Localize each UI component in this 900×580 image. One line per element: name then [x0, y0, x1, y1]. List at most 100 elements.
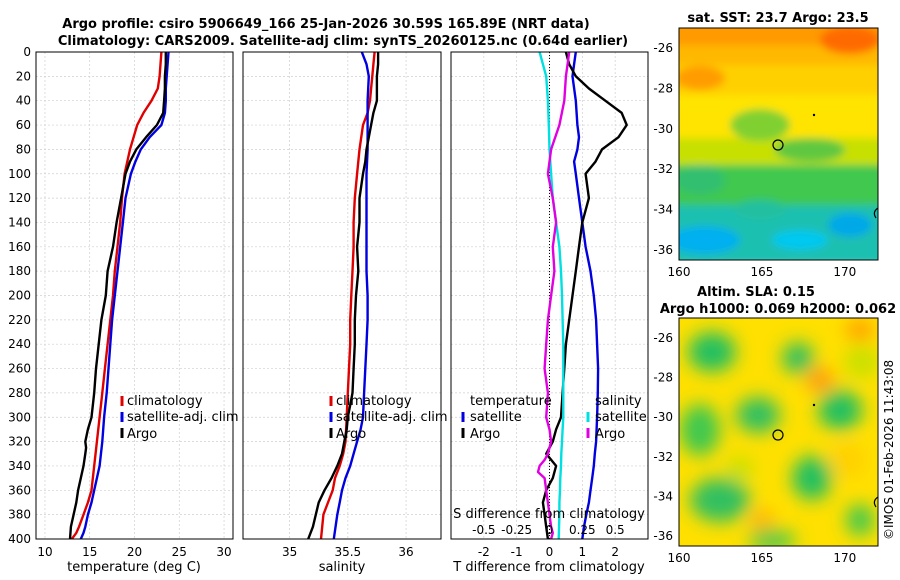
legend-label-climatology: climatology — [127, 394, 203, 409]
t-difference-tick-labels: -2 -1 0 1 2 — [478, 545, 619, 559]
depth-tick-label: 220 — [8, 313, 31, 327]
sla-map-title-line2: Argo h1000: 0.069 h2000: 0.062 — [660, 302, 896, 317]
depth-tick-label: 180 — [8, 264, 31, 278]
x-tick-label: 1 — [579, 545, 587, 559]
coastline-fragment — [873, 496, 879, 508]
latitude-tick-label: -30 — [653, 410, 673, 424]
argo-float-marker — [772, 429, 784, 441]
latitude-tick-label: -34 — [653, 489, 673, 503]
x-tick-label: 15 — [82, 545, 97, 559]
series-line-argo — [307, 52, 380, 539]
depth-tick-label: 80 — [16, 142, 31, 156]
sla-map-title-line1: Altim. SLA: 0.15 — [697, 285, 815, 300]
difference-legend-temperature: temperature satellite Argo — [461, 394, 552, 442]
sst-map-panel: sat. SST: 23.7 Argo: 23.5 — [653, 11, 879, 279]
latitude-tick-label: -26 — [653, 41, 673, 55]
difference-panel: -2 -1 0 1 2 T difference from climatology S … — [450, 51, 649, 575]
difference-lines — [536, 52, 628, 539]
temperature-panel: 0 20 40 60 80 100 120 140 160 180 200 220 240 260 280 3… — [8, 45, 239, 575]
x-tick-label: 0 — [546, 545, 554, 559]
difference-legend-salinity: salinity satellite Argo — [586, 394, 647, 442]
coast-dot — [812, 113, 816, 117]
temperature-axes-box — [35, 51, 234, 540]
longitude-tick-label: 160 — [668, 265, 691, 279]
s-difference-tick-labels: -0.5 -0.25 0 0.25 0.5 — [472, 523, 625, 537]
depth-tick-label: 400 — [8, 532, 31, 546]
series-line-satellite-adj-clim — [79, 52, 170, 539]
latitude-tick-label: -30 — [653, 122, 673, 136]
longitude-tick-label: 170 — [833, 265, 856, 279]
x-tick-label: 30 — [216, 545, 231, 559]
depth-tick-label: 200 — [8, 289, 31, 303]
sla-map-frame — [678, 317, 879, 547]
temperature-axis-label: temperature (deg C) — [67, 560, 201, 575]
s-diff-tick-label: -0.25 — [501, 523, 532, 537]
latitude-tick-label: -32 — [653, 162, 673, 176]
sst-map-title: sat. SST: 23.7 Argo: 23.5 — [687, 11, 868, 26]
t-difference-axis-label: T difference from climatology — [452, 560, 645, 575]
salinity-axes-box — [242, 51, 442, 540]
salinity-grid — [243, 51, 441, 540]
sst-field — [679, 28, 878, 260]
depth-tick-label: 360 — [8, 483, 31, 497]
salinity-lines — [307, 52, 380, 539]
depth-tick-label: 280 — [8, 386, 31, 400]
s-diff-tick-label: 0.5 — [606, 523, 625, 537]
s-diff-tick-label: 0.25 — [569, 523, 596, 537]
latitude-tick-label: -34 — [653, 203, 673, 217]
salinity-legend: climatology satellite-adj. clim Argo — [329, 394, 448, 442]
legend-label-argo: Argo — [127, 427, 157, 442]
legend-title-salinity: salinity — [595, 394, 642, 409]
legend-title-temperature: temperature — [470, 394, 552, 409]
imos-stamp: ©IMOS 01-Feb-2026 11:43:08 — [882, 360, 896, 540]
series-line-temperature-argo — [541, 52, 628, 539]
temperature-grid — [36, 51, 233, 540]
depth-tick-label: 380 — [8, 508, 31, 522]
latitude-tick-label: -36 — [653, 243, 673, 257]
latitude-tick-label: -28 — [653, 82, 673, 96]
longitude-tick-label: 165 — [750, 265, 773, 279]
coastline-fragment — [873, 207, 879, 219]
salinity-tick-labels: 35 35.5 36 — [282, 545, 414, 559]
series-line-temperature-satellite — [571, 52, 600, 539]
figure-title-line2: Climatology: CARS2009. Satellite-adj cli… — [58, 34, 628, 49]
legend-label-salinity-satellite: satellite — [595, 410, 647, 425]
x-tick-label: -1 — [511, 545, 523, 559]
series-line-salinity-argo — [536, 52, 571, 539]
series-line-climatology — [319, 52, 376, 539]
depth-tick-label: 0 — [23, 45, 31, 59]
depth-tick-label: 140 — [8, 215, 31, 229]
x-tick-label: 2 — [611, 545, 619, 559]
coast-dot — [812, 403, 816, 407]
x-tick-label: -2 — [478, 545, 490, 559]
depth-tick-label: 300 — [8, 410, 31, 424]
longitude-tick-label: 160 — [668, 551, 691, 565]
x-tick-label: 20 — [127, 545, 142, 559]
x-tick-label: 10 — [37, 545, 52, 559]
depth-tick-label: 320 — [8, 435, 31, 449]
temperature-legend: climatology satellite-adj. clim Argo — [120, 394, 239, 442]
latitude-tick-label: -26 — [653, 331, 673, 345]
legend-label-salinity-argo: Argo — [595, 427, 625, 442]
figure-title-line1: Argo profile: csiro 5906649_166 25-Jan-2… — [62, 17, 589, 32]
latitude-tick-label: -36 — [653, 529, 673, 543]
sst-map-tick-labels: 160 165 170 -26 -28 -30 -32 -34 -36 — [653, 41, 856, 279]
sla-field — [679, 318, 878, 546]
depth-tick-label: 240 — [8, 337, 31, 351]
legend-label-argo: Argo — [336, 427, 366, 442]
legend-label-temperature-argo: Argo — [470, 427, 500, 442]
depth-tick-label: 60 — [16, 118, 31, 132]
depth-tick-label: 20 — [16, 69, 31, 83]
salinity-axis-label: salinity — [319, 560, 366, 575]
s-diff-tick-label: 0 — [546, 523, 554, 537]
x-tick-label: 35 — [282, 545, 297, 559]
temperature-lines — [68, 52, 170, 539]
argo-float-marker — [772, 139, 784, 151]
sla-map-panel: Altim. SLA: 0.15 Argo h1000: 0.069 h2000… — [653, 285, 896, 565]
longitude-tick-label: 170 — [833, 551, 856, 565]
series-line-argo — [68, 52, 168, 539]
sst-map-frame — [678, 27, 879, 261]
latitude-tick-label: -28 — [653, 370, 673, 384]
legend-label-satellite-clim: satellite-adj. clim — [336, 410, 448, 425]
